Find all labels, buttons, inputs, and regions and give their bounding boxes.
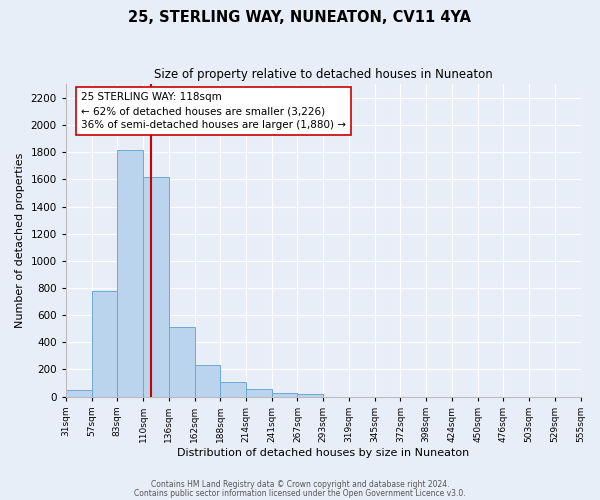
Bar xyxy=(92,292,118,397)
Title: Size of property relative to detached houses in Nuneaton: Size of property relative to detached ho… xyxy=(154,68,493,80)
Bar xyxy=(220,382,246,396)
X-axis label: Distribution of detached houses by size in Nuneaton: Distribution of detached houses by size … xyxy=(177,448,469,458)
Text: 25 STERLING WAY: 118sqm
← 62% of detached houses are smaller (3,226)
36% of semi: 25 STERLING WAY: 118sqm ← 62% of detache… xyxy=(81,92,346,130)
Text: 25, STERLING WAY, NUNEATON, CV11 4YA: 25, STERLING WAY, NUNEATON, CV11 4YA xyxy=(128,10,472,25)
Bar xyxy=(272,393,298,396)
Text: Contains public sector information licensed under the Open Government Licence v3: Contains public sector information licen… xyxy=(134,488,466,498)
Bar xyxy=(169,326,194,396)
Bar xyxy=(246,389,272,396)
Bar xyxy=(143,176,169,396)
Y-axis label: Number of detached properties: Number of detached properties xyxy=(15,153,25,328)
Bar xyxy=(66,390,92,396)
Bar xyxy=(298,394,323,396)
Bar xyxy=(118,150,143,396)
Text: Contains HM Land Registry data © Crown copyright and database right 2024.: Contains HM Land Registry data © Crown c… xyxy=(151,480,449,489)
Bar xyxy=(194,366,220,396)
